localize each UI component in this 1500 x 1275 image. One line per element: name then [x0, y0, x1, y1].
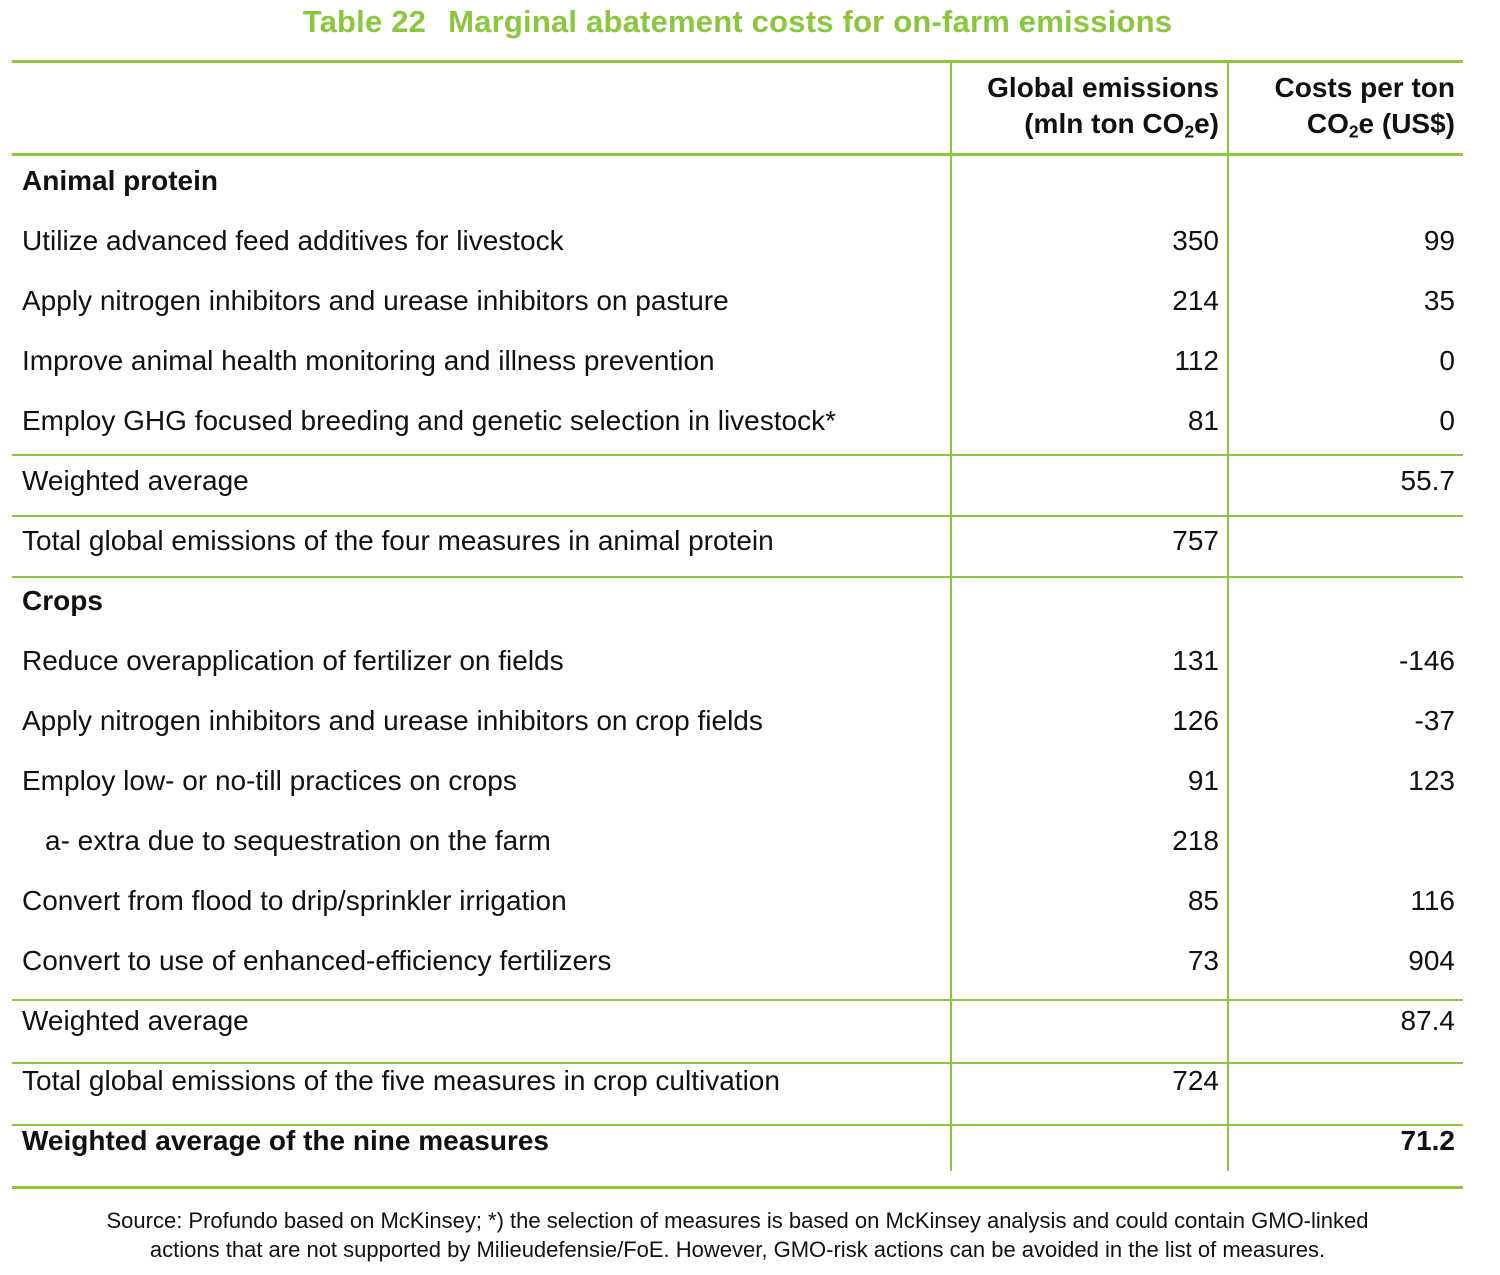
table-number: Table 22 — [302, 4, 427, 39]
measure-label: Employ low- or no-till practices on crop… — [22, 765, 517, 796]
cost-value: 0 — [1227, 331, 1463, 391]
table-row: Convert from flood to drip/sprinkler irr… — [12, 871, 1463, 931]
table-row: Crops — [12, 571, 1463, 631]
emissions-value: 91 — [950, 751, 1228, 811]
emissions-value: 350 — [950, 211, 1228, 271]
header-emissions-line1: Global emissions — [987, 72, 1219, 103]
table-row: Reduce overapplication of fertilizer on … — [12, 631, 1463, 691]
table-row: Apply nitrogen inhibitors and urease inh… — [12, 271, 1463, 331]
header-emissions-line2: (mln ton CO2e) — [1024, 108, 1219, 142]
header-measure-cell — [12, 61, 951, 151]
cost-value: 904 — [1227, 931, 1463, 991]
measure-label: Convert to use of enhanced-efficiency fe… — [22, 945, 612, 976]
cost-value — [1227, 1051, 1463, 1111]
top-rule — [12, 60, 1463, 63]
emissions-value — [950, 991, 1228, 1051]
table-row: Weighted average of the nine measures 71.… — [12, 1111, 1463, 1171]
emissions-value: 81 — [950, 391, 1228, 451]
measure-label: Crops — [22, 585, 103, 616]
table-rule — [12, 153, 1463, 156]
measure-label: Weighted average of the nine measures — [22, 1125, 549, 1156]
table-row: Employ GHG focused breeding and genetic … — [12, 391, 1463, 451]
measure-label: Total global emissions of the five measu… — [22, 1065, 780, 1096]
table-row: Weighted average 55.7 — [12, 451, 1463, 511]
cost-value — [1227, 511, 1463, 571]
cost-value: 71.2 — [1227, 1111, 1463, 1171]
cost-value: 99 — [1227, 211, 1463, 271]
cost-value: -146 — [1227, 631, 1463, 691]
table-row: Convert to use of enhanced-efficiency fe… — [12, 931, 1463, 991]
table-title: Table 22 Marginal abatement costs for on-… — [0, 4, 1475, 40]
table-rule — [12, 454, 1463, 456]
table-row: a- extra due to sequestration on the far… — [12, 811, 1463, 871]
emissions-value: 724 — [950, 1051, 1228, 1111]
emissions-value: 214 — [950, 271, 1228, 331]
measure-label: Utilize advanced feed additives for live… — [22, 225, 564, 256]
cost-value — [1227, 811, 1463, 871]
table-row: Animal protein — [12, 151, 1463, 211]
source-line-1: Source: Profundo based on McKinsey; *) t… — [106, 1208, 1369, 1233]
abatement-cost-table: Global emissions (mln ton CO2e) Costs pe… — [12, 61, 1463, 1171]
table-row: Total global emissions of the four measu… — [12, 511, 1463, 571]
header-costs: Costs per ton CO2e (US$) — [1227, 61, 1463, 151]
source-note: Source: Profundo based on McKinsey; *) t… — [20, 1206, 1455, 1264]
table-row: Apply nitrogen inhibitors and urease inh… — [12, 691, 1463, 751]
table-rule — [12, 1186, 1463, 1189]
cost-value: 116 — [1227, 871, 1463, 931]
measure-label: Apply nitrogen inhibitors and urease inh… — [22, 705, 763, 736]
header-emissions: Global emissions (mln ton CO2e) — [950, 61, 1228, 151]
cost-value — [1227, 151, 1463, 211]
measure-label: Employ GHG focused breeding and genetic … — [22, 405, 836, 436]
emissions-value: 218 — [950, 811, 1228, 871]
emissions-value — [950, 151, 1228, 211]
emissions-value — [950, 571, 1228, 631]
table-row: Improve animal health monitoring and ill… — [12, 331, 1463, 391]
source-line-2: actions that are not supported by Milieu… — [149, 1237, 1326, 1262]
cost-value: 123 — [1227, 751, 1463, 811]
measure-label: a- extra due to sequestration on the far… — [45, 825, 551, 856]
cost-value — [1227, 571, 1463, 631]
table-row: Total global emissions of the five measu… — [12, 1051, 1463, 1111]
header-costs-line2: CO2e (US$) — [1306, 108, 1455, 142]
measure-label: Weighted average — [22, 1005, 249, 1036]
measure-label: Apply nitrogen inhibitors and urease inh… — [22, 285, 729, 316]
measure-label: Animal protein — [22, 165, 219, 196]
cost-value: 55.7 — [1227, 451, 1463, 511]
emissions-value — [950, 1111, 1228, 1171]
emissions-value: 126 — [950, 691, 1228, 751]
emissions-value: 73 — [950, 931, 1228, 991]
emissions-value: 112 — [950, 331, 1228, 391]
table-rule — [12, 999, 1463, 1001]
cost-value: 87.4 — [1227, 991, 1463, 1051]
table-row: Weighted average 87.4 — [12, 991, 1463, 1051]
table-rule — [12, 1124, 1463, 1126]
measure-label: Reduce overapplication of fertilizer on … — [22, 645, 564, 676]
emissions-value: 131 — [950, 631, 1228, 691]
cost-value: 35 — [1227, 271, 1463, 331]
measure-label: Weighted average — [22, 465, 249, 496]
measure-label: Convert from flood to drip/sprinkler irr… — [22, 885, 567, 916]
measure-label: Total global emissions of the four measu… — [22, 525, 774, 556]
table-rule — [12, 1062, 1463, 1064]
table-rule — [12, 515, 1463, 517]
emissions-value — [950, 451, 1228, 511]
cost-value: -37 — [1227, 691, 1463, 751]
table-row: Employ low- or no-till practices on crop… — [12, 751, 1463, 811]
measure-label: Improve animal health monitoring and ill… — [22, 345, 715, 376]
cost-value: 0 — [1227, 391, 1463, 451]
table-caption: Marginal abatement costs for on-farm emi… — [448, 4, 1173, 39]
header-row: Global emissions (mln ton CO2e) Costs pe… — [12, 61, 1463, 151]
emissions-value: 757 — [950, 511, 1228, 571]
table-rule — [12, 576, 1463, 578]
emissions-value: 85 — [950, 871, 1228, 931]
header-costs-line1: Costs per ton — [1274, 72, 1455, 103]
table-row: Utilize advanced feed additives for live… — [12, 211, 1463, 271]
